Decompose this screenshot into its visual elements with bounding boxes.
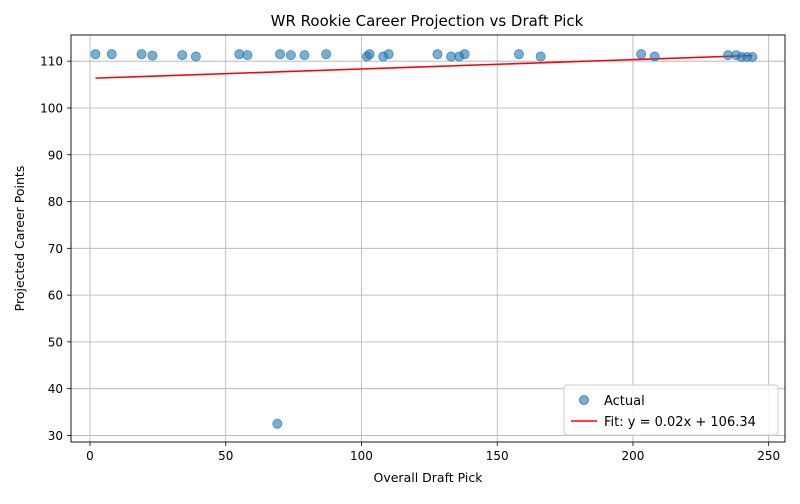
x-tick-label: 100 xyxy=(350,449,373,463)
legend-box xyxy=(563,384,779,436)
legend-actual-label: Actual xyxy=(604,394,645,409)
data-point xyxy=(190,51,201,62)
fit-line-layer xyxy=(95,54,753,79)
data-point xyxy=(535,51,546,62)
y-tick-label: 100 xyxy=(40,101,63,115)
y-tick-label: 70 xyxy=(48,242,63,256)
y-tick-label: 60 xyxy=(48,289,63,303)
grid-lines xyxy=(71,35,785,442)
data-point xyxy=(321,49,332,60)
y-tick-label: 50 xyxy=(48,335,63,349)
data-point xyxy=(364,49,375,60)
x-tick-label: 0 xyxy=(86,449,94,463)
data-point xyxy=(513,49,524,60)
data-point xyxy=(459,49,470,60)
x-tick-label: 200 xyxy=(622,449,645,463)
data-point xyxy=(747,51,758,62)
chart-title: WR Rookie Career Projection vs Draft Pic… xyxy=(271,12,584,30)
data-point xyxy=(147,50,158,61)
data-point xyxy=(242,50,253,61)
data-point xyxy=(272,418,283,429)
x-tick-label: 50 xyxy=(218,449,233,463)
y-tick-label: 30 xyxy=(48,429,63,443)
y-tick-label: 40 xyxy=(48,382,63,396)
data-point xyxy=(106,49,117,60)
y-tick-label: 110 xyxy=(40,55,63,69)
data-point xyxy=(90,49,101,60)
legend: Actual Fit: y = 0.02x + 106.34 xyxy=(563,384,779,436)
data-point xyxy=(285,50,296,61)
data-point xyxy=(636,49,647,60)
axis-ticks: 0 50 100 150 200 250 30 40 50 60 70 80 90 100 110 xyxy=(40,55,780,463)
x-axis-label: Overall Draft Pick xyxy=(374,470,484,485)
x-tick-label: 250 xyxy=(757,449,780,463)
data-point xyxy=(649,51,660,62)
data-point xyxy=(299,50,310,61)
data-point xyxy=(383,49,394,60)
data-point xyxy=(432,49,443,60)
plot-frame xyxy=(70,34,786,443)
data-point xyxy=(234,49,245,60)
legend-actual-marker xyxy=(579,395,589,405)
y-tick-label: 90 xyxy=(48,148,63,162)
y-axis-label: Projected Career Points xyxy=(12,166,27,312)
data-points xyxy=(90,49,758,429)
data-point xyxy=(275,49,286,60)
x-tick-label: 150 xyxy=(486,449,509,463)
data-point xyxy=(177,50,188,61)
data-point xyxy=(136,49,147,60)
legend-fit-label: Fit: y = 0.02x + 106.34 xyxy=(604,415,756,430)
y-tick-label: 80 xyxy=(48,195,63,209)
fit-line xyxy=(95,54,753,79)
